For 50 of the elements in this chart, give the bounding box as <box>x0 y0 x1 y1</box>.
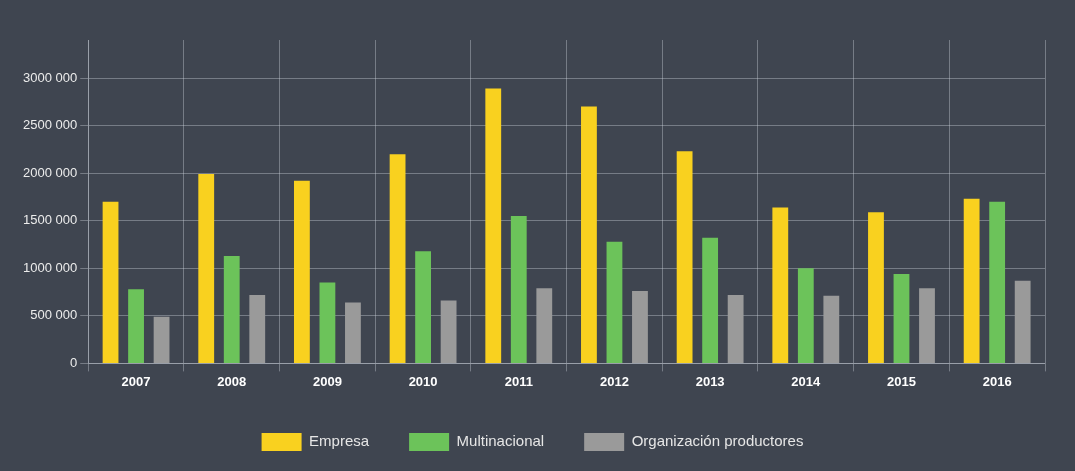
bar <box>632 291 648 363</box>
bar <box>440 300 457 363</box>
legend-label: Empresa <box>309 432 370 450</box>
bar <box>128 289 144 363</box>
bar <box>919 288 935 363</box>
bar <box>797 268 814 363</box>
bar <box>963 198 980 363</box>
bar <box>727 294 744 363</box>
y-tick-label: 1500 000 <box>22 212 78 228</box>
bar <box>249 294 266 363</box>
y-tick-label: 2000 000 <box>22 164 78 180</box>
x-tick-label: 2011 <box>504 373 533 389</box>
bar <box>536 288 553 363</box>
bar <box>102 201 119 363</box>
y-tick-label: 1000 000 <box>22 259 78 275</box>
x-tick-label: 2015 <box>887 373 916 389</box>
y-tick-label: 3000 000 <box>22 69 78 85</box>
bar <box>702 237 719 363</box>
x-tick-label: 2007 <box>121 373 151 389</box>
bar <box>581 106 597 363</box>
bar <box>223 255 240 363</box>
x-tick-label: 2014 <box>791 373 822 389</box>
y-tick-label: 0 <box>69 354 78 370</box>
bar <box>893 273 910 363</box>
bar <box>198 174 215 363</box>
legend-label: Multinacional <box>456 432 545 450</box>
bar <box>415 251 431 363</box>
bar <box>606 241 623 363</box>
y-tick-label: 2500 000 <box>22 117 78 133</box>
x-tick-label: 2008 <box>217 373 247 389</box>
bar <box>345 302 361 363</box>
x-tick-label: 2010 <box>408 373 438 389</box>
bar <box>868 212 884 363</box>
bar <box>772 207 789 363</box>
x-tick-label: 2009 <box>312 373 342 389</box>
bar <box>319 282 336 363</box>
bar <box>989 201 1006 363</box>
bar <box>510 215 527 363</box>
legend-label: Organización productores <box>631 432 804 450</box>
bar <box>1014 280 1031 363</box>
x-tick-label: 2013 <box>695 373 725 389</box>
y-tick-label: 500 000 <box>30 307 78 323</box>
bar <box>293 180 310 363</box>
x-tick-label: 2016 <box>982 373 1012 389</box>
bar <box>676 151 693 363</box>
bar <box>153 316 170 363</box>
x-tick-label: 2012 <box>599 373 629 389</box>
bar <box>823 295 840 363</box>
bar <box>485 88 502 363</box>
bar <box>389 154 406 363</box>
